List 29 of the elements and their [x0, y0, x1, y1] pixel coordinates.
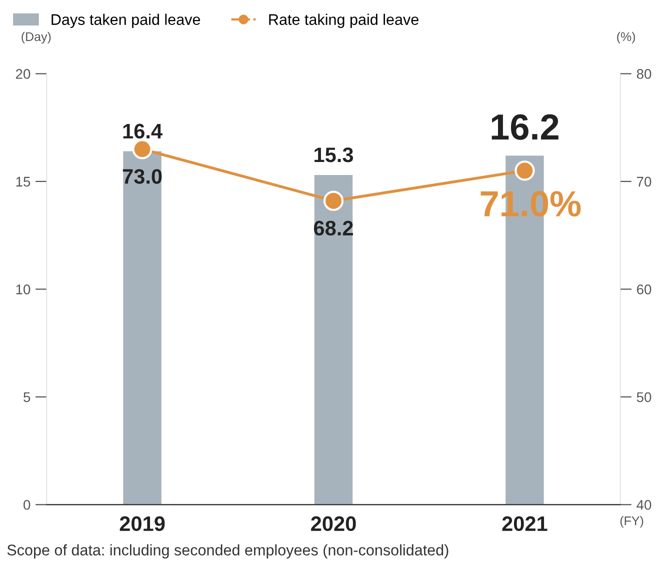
- y2-tick-label: 60: [636, 284, 652, 294]
- y-tick-label: 5: [24, 392, 30, 402]
- data-label: 71.0%: [480, 191, 581, 217]
- data-label: 15.3: [314, 147, 354, 162]
- data-label: 68.2: [314, 220, 353, 236]
- point: [514, 160, 535, 181]
- y2-tick-label: 50: [636, 392, 652, 402]
- x-tick-label: 2021: [502, 516, 548, 532]
- y2-tick-label: 70: [636, 176, 652, 187]
- x-tick-label: 2020: [311, 516, 356, 532]
- data-label: 16.2: [492, 114, 558, 140]
- bar: [123, 151, 162, 505]
- x-tick-label: 2019: [120, 516, 165, 532]
- legend-label: Days taken paid leave: [52, 14, 200, 28]
- x-axis-title: (FY): [620, 516, 644, 528]
- text: Scope of data: including seconded employees (non-consolidated): [7, 544, 448, 558]
- bar: [314, 174, 353, 505]
- y2-axis-title: (%): [617, 32, 635, 44]
- data-label: 16.4: [123, 124, 162, 139]
- y2-tick-label: 40: [636, 500, 652, 510]
- y-tick-label: 0: [24, 500, 30, 510]
- y-tick-label: 15: [16, 176, 30, 187]
- point: [323, 190, 344, 211]
- y-axis-title: (Day): [22, 32, 51, 44]
- legend-label: Rate taking paid leave: [269, 14, 418, 28]
- y-tick-label: 10: [16, 284, 30, 294]
- point: [132, 139, 152, 160]
- y-tick-label: 20: [16, 69, 30, 79]
- y2-tick-label: 80: [636, 69, 652, 79]
